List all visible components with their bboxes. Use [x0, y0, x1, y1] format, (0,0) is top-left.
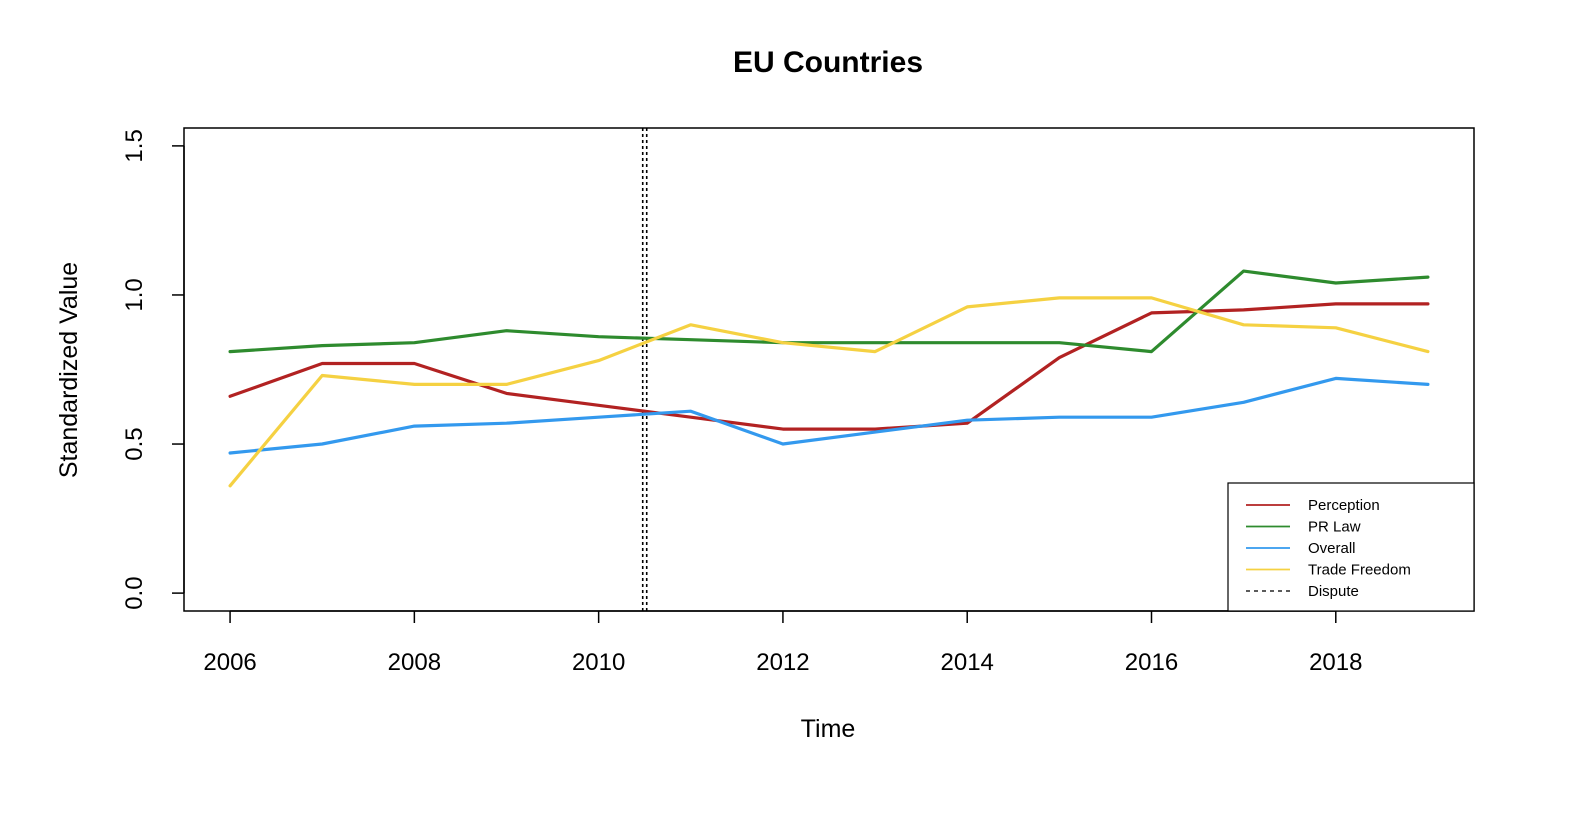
legend-label-overall: Overall: [1308, 540, 1356, 557]
x-tick-label: 2006: [203, 649, 256, 676]
chart-title: EU Countries: [733, 46, 923, 79]
x-tick-label: 2010: [572, 649, 625, 676]
x-tick-label: 2014: [941, 649, 994, 676]
series-line-perception: [228, 302, 1430, 431]
dispute-reference-line: [641, 128, 648, 611]
y-axis-label: Standardized Value: [55, 262, 83, 478]
legend-label-dispute: Dispute: [1308, 583, 1359, 600]
series-line-pr-law: [228, 269, 1430, 354]
x-axis: 2006 2008 2010 2012 2014 2016 2018: [203, 610, 1362, 676]
x-tick-label: 2012: [756, 649, 809, 676]
x-axis-label: Time: [801, 715, 856, 743]
y-tick-label: 1.0: [121, 278, 148, 311]
legend-label-pr-law: PR Law: [1308, 519, 1361, 536]
legend-label-perception: Perception: [1308, 497, 1380, 514]
y-axis: 0.0 0.5 1.0 1.5: [121, 129, 185, 610]
x-tick-label: 2016: [1125, 649, 1178, 676]
series-line-trade-freedom: [228, 296, 1430, 488]
x-tick-label: 2018: [1309, 649, 1362, 676]
y-tick-label: 0.5: [121, 427, 148, 460]
series-line-overall: [228, 376, 1430, 455]
y-tick-label: 1.5: [121, 129, 148, 162]
legend: Perception PR Law Overall Trade Freedom Disp…: [1227, 482, 1475, 612]
series-group: [228, 269, 1430, 488]
x-tick-label: 2008: [388, 649, 441, 676]
legend-label-trade-freedom: Trade Freedom: [1308, 562, 1411, 579]
y-tick-label: 0.0: [121, 576, 148, 609]
